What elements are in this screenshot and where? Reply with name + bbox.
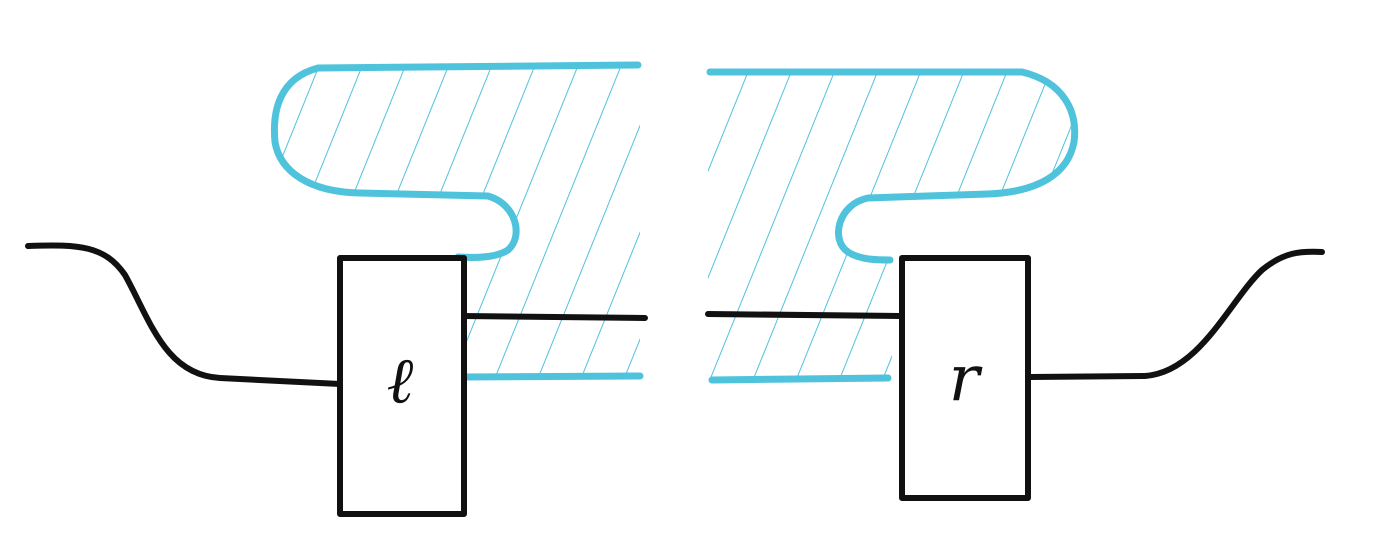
left-input-wire	[25, 242, 343, 387]
left-to-right-wire-right	[705, 311, 903, 319]
black-wires	[25, 242, 1325, 387]
left-bottom-edge	[458, 372, 644, 381]
left-hatched-region	[274, 65, 640, 378]
left-box	[337, 255, 467, 517]
left-cup-outline	[270, 61, 642, 261]
right-box-group: r	[899, 255, 1031, 501]
left-box-group: ℓ	[337, 255, 467, 517]
right-cup-outline	[706, 68, 1079, 264]
right-output-wire	[1027, 248, 1325, 380]
right-box-label: r	[949, 343, 983, 417]
right-bottom-edge	[708, 374, 892, 384]
right-hatched-region	[708, 72, 1076, 380]
right-hatch-fill	[708, 72, 1076, 380]
cyan-outlines	[270, 61, 1079, 384]
right-box	[899, 255, 1031, 501]
left-box-label: ℓ	[387, 345, 414, 419]
left-to-right-wire-left	[459, 313, 648, 321]
left-hatch-fill	[274, 65, 640, 378]
